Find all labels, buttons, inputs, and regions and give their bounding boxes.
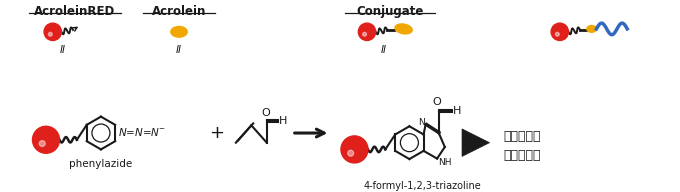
Circle shape [362, 32, 367, 36]
Circle shape [347, 150, 354, 156]
Text: NH: NH [438, 158, 452, 167]
Text: O: O [261, 108, 270, 118]
Text: II: II [176, 45, 182, 55]
Ellipse shape [395, 24, 412, 34]
Text: H: H [279, 117, 288, 127]
Ellipse shape [171, 26, 187, 37]
Circle shape [551, 23, 568, 41]
Text: 与生物分子
形成共价键: 与生物分子 形成共价键 [504, 130, 541, 162]
Circle shape [39, 141, 45, 146]
Text: $\it{N}$=$\it{N}$=$\it{N}$$^{-}$: $\it{N}$=$\it{N}$=$\it{N}$$^{-}$ [118, 126, 167, 138]
Circle shape [33, 126, 59, 153]
Ellipse shape [587, 26, 596, 32]
Text: Conjugate: Conjugate [356, 5, 424, 18]
Text: N: N [418, 118, 424, 127]
Text: AcroleinRED: AcroleinRED [34, 5, 116, 18]
Circle shape [358, 23, 375, 41]
Circle shape [44, 23, 61, 41]
Text: +: + [209, 124, 224, 142]
Text: O: O [432, 98, 441, 108]
Text: II: II [59, 45, 65, 55]
Circle shape [48, 32, 52, 36]
Text: H: H [452, 106, 461, 116]
Text: II: II [380, 45, 386, 55]
Circle shape [341, 136, 368, 163]
Circle shape [556, 32, 559, 36]
Text: 4-formyl-1,2,3-triazoline: 4-formyl-1,2,3-triazoline [364, 181, 481, 191]
Text: Acrolein: Acrolein [152, 5, 206, 18]
Text: phenylazide: phenylazide [69, 159, 133, 169]
